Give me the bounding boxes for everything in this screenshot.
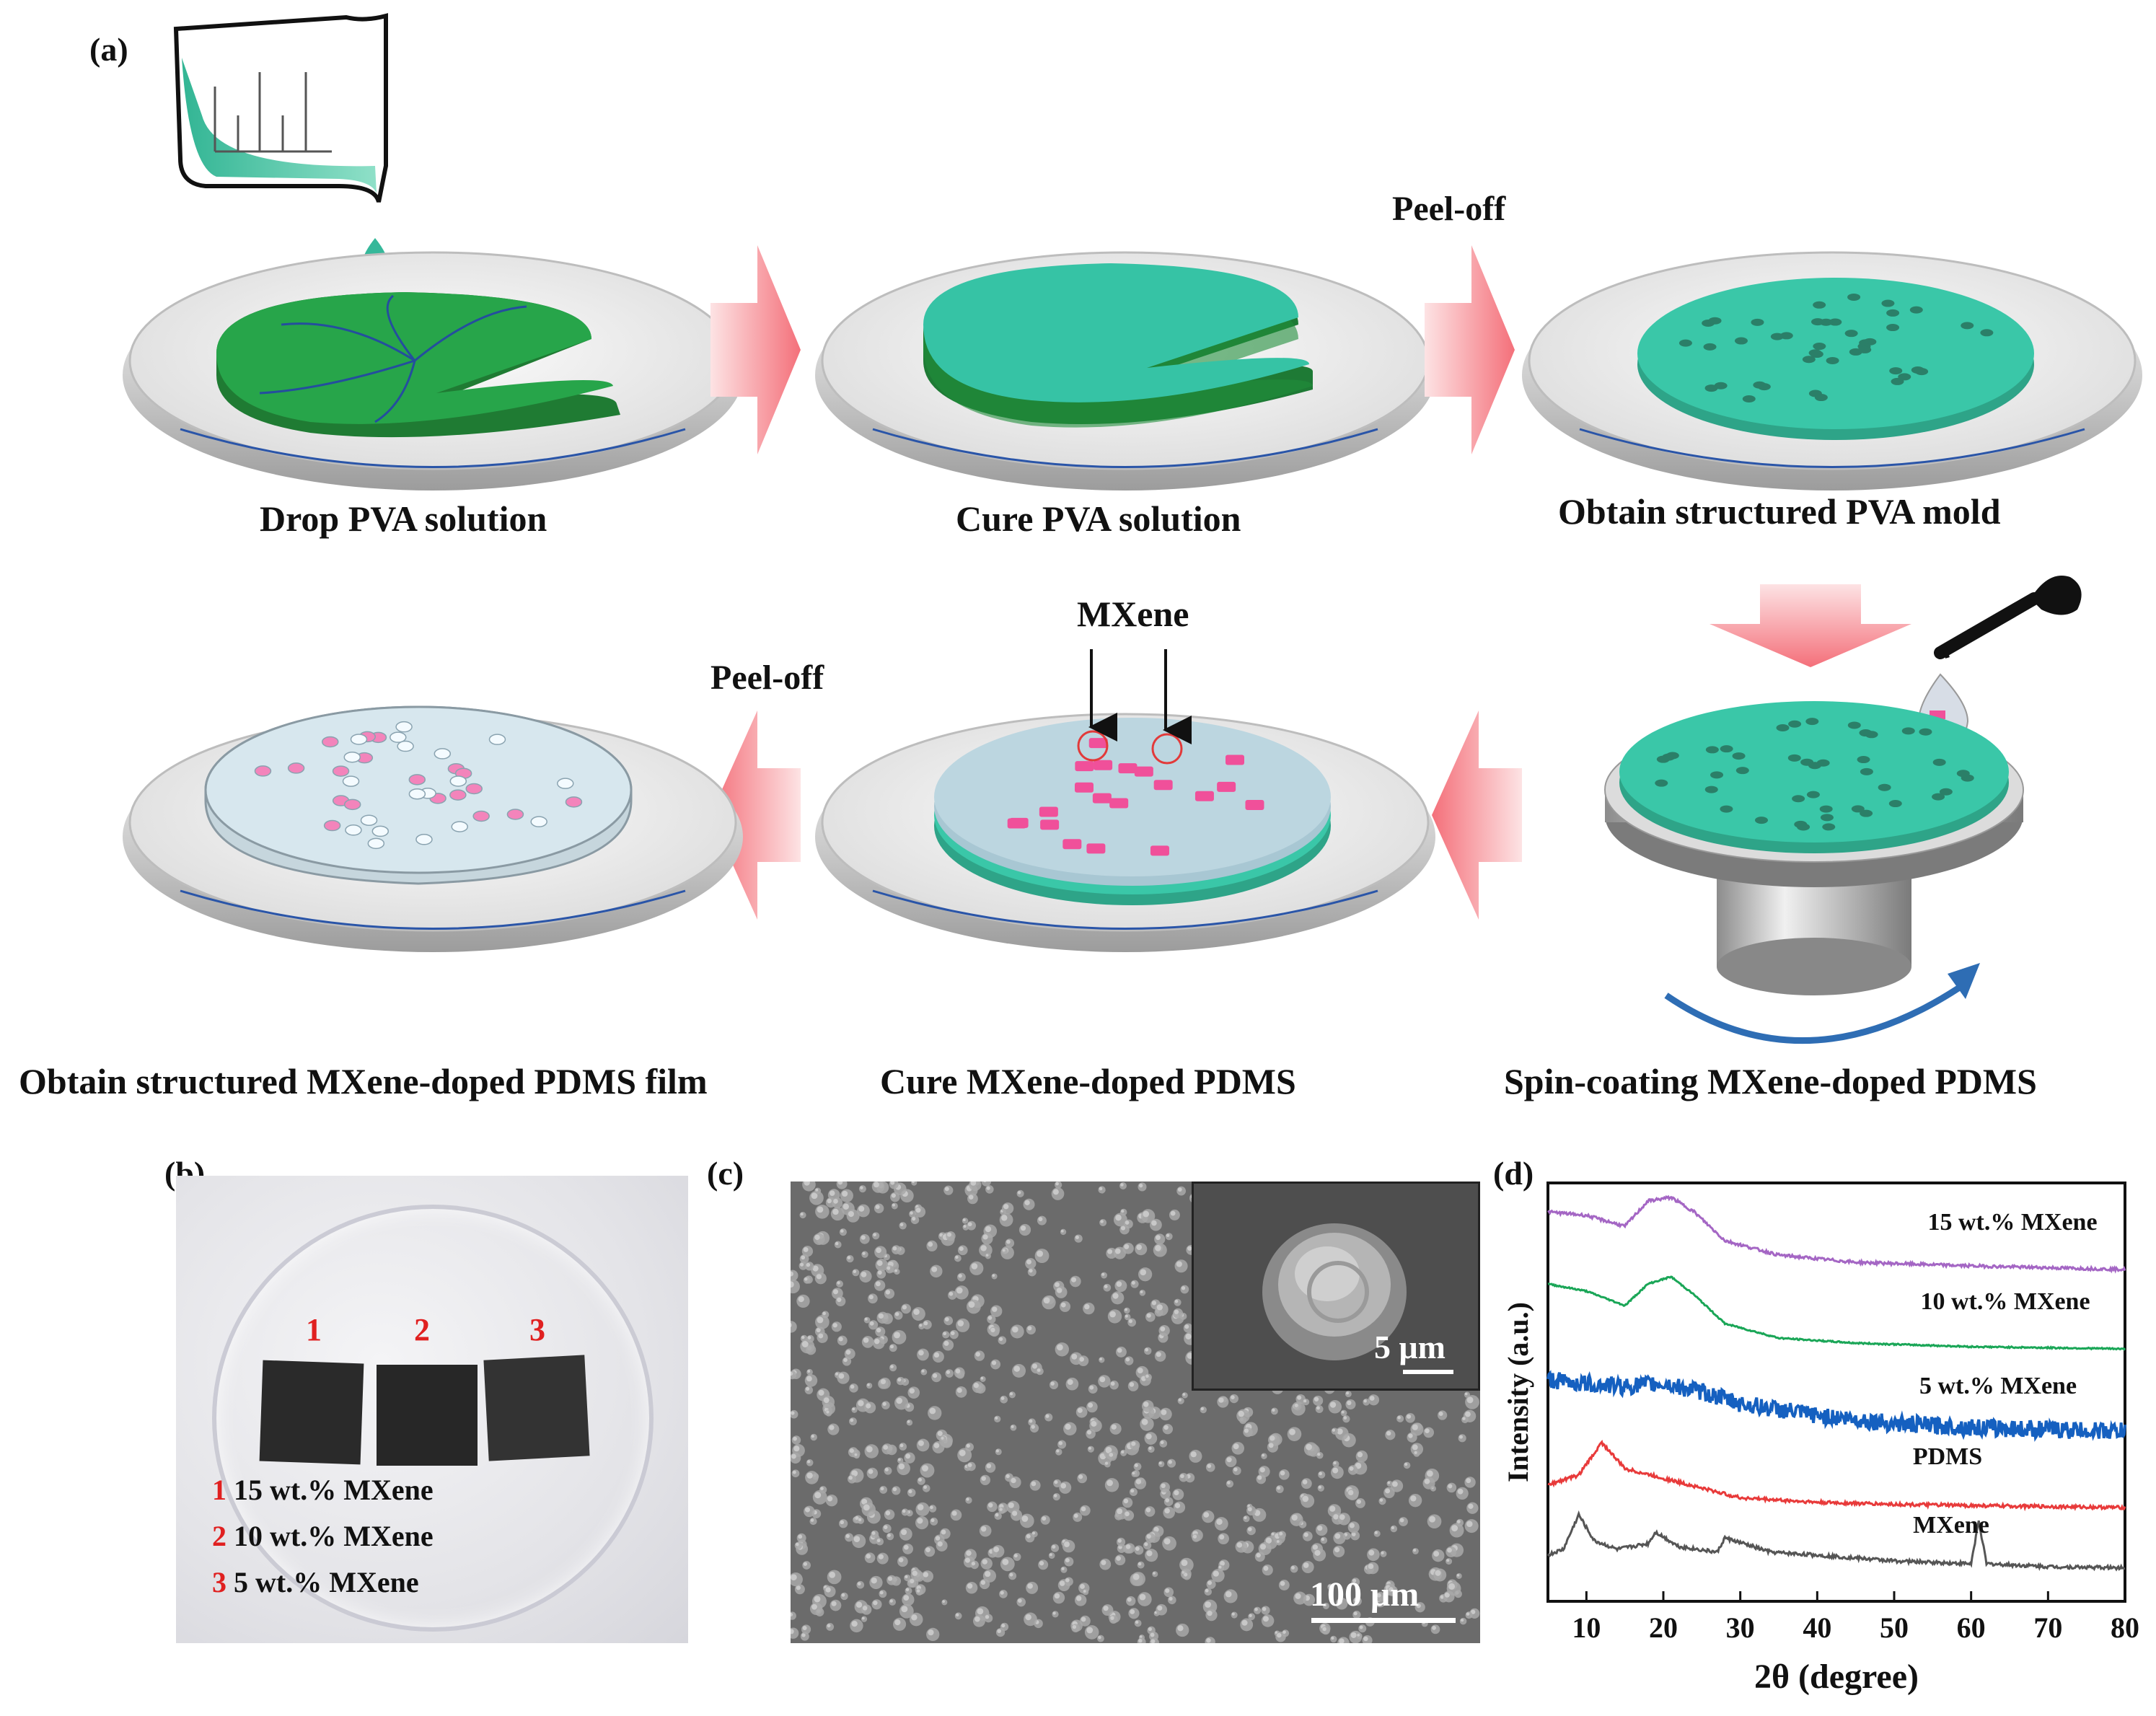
xrd-series-label-3: PDMS [1913,1443,1982,1470]
petri-dish-2 [815,251,1435,490]
panel-d-tag: (d) [1493,1155,1534,1192]
x-tick-label-10: 10 [1572,1611,1601,1644]
inset-scale-label: 5 μm [1374,1329,1446,1365]
step-label-obtain-film: Obtain structured MXene-doped PDMS film [19,1061,708,1101]
mxene-callout-label: MXene [1077,594,1189,634]
process-arrow-4 [710,710,801,920]
process-arrow-3 [1432,710,1522,920]
xrd-series-4 [1546,1510,2126,1572]
step-label-spin-coating: Spin-coating MXene-doped PDMS [1504,1061,2037,1101]
x-tick-label-50: 50 [1880,1611,1909,1644]
xrd-series-label-2: 5 wt.% MXene [1919,1373,2077,1399]
x-tick-label-20: 20 [1649,1611,1678,1644]
legend-row-1: 1 15 wt.% MXene [212,1473,434,1507]
sem-inset-bump [1262,1223,1407,1360]
xrd-y-axis-label: Intensity (a.u.) [1502,1302,1534,1482]
peel-off-label-bottom: Peel-off [710,659,824,697]
rotation-arrow-icon [1664,985,1961,1044]
petri-dish-1 [123,251,743,490]
x-tick-label-80: 80 [2111,1611,2139,1644]
petri-dish-3 [1522,251,2142,490]
sample-number-2: 2 [414,1312,430,1347]
sample-number-3: 3 [529,1312,545,1347]
petri-dish-5 [815,649,1435,952]
xrd-series-0 [1547,1194,2126,1274]
sample-film-2 [377,1365,478,1466]
petri-dish-outline [212,1205,654,1632]
dropper-icon [1917,576,2082,744]
sem-image: 5 μm 100 μm [791,1182,1480,1643]
sample-film-1 [259,1360,364,1465]
xrd-series-1 [1547,1275,2126,1351]
panel-c-tag: (c) [707,1155,744,1192]
petri-dish-6 [123,705,743,952]
legend-num-1: 1 [212,1474,226,1506]
sample-photo: 1 2 3 1 15 wt.% MXene 2 10 wt.% MXene 3 … [176,1176,688,1643]
legend-row-2: 2 10 wt.% MXene [212,1519,434,1553]
main-scale-label: 100 μm [1310,1575,1420,1614]
legend-text-3: 5 wt.% MXene [234,1566,419,1598]
x-tick-label-30: 30 [1726,1611,1755,1644]
step-label-drop-pva: Drop PVA solution [260,498,547,539]
x-tick-label-40: 40 [1803,1611,1831,1644]
legend-num-2: 2 [212,1520,226,1552]
legend-text-1: 15 wt.% MXene [234,1474,434,1506]
panel-a-tag: (a) [89,31,128,68]
xrd-x-axis-label: 2θ (degree) [1754,1658,1919,1696]
beaker-icon [173,13,389,278]
x-tick-label-70: 70 [2033,1611,2062,1644]
process-arrow-1 [710,245,801,454]
xrd-series-2 [1546,1370,2126,1443]
xrd-series-label-4: MXene [1913,1512,1989,1539]
legend-num-3: 3 [212,1566,226,1598]
xrd-plot-frame [1546,1182,2126,1603]
xrd-series-label-0: 15 wt.% MXene [1927,1209,2097,1236]
main-scale-bar [1311,1618,1456,1623]
peel-off-label-top: Peel-off [1392,190,1506,228]
process-arrow-2 [1425,245,1515,454]
x-tick-label-60: 60 [1957,1611,1986,1644]
legend-text-2: 10 wt.% MXene [234,1520,434,1552]
step-label-obtain-pva-mold: Obtain structured PVA mold [1558,491,2001,532]
xrd-series-labels: 15 wt.% MXene 10 wt.% MXene 5 wt.% MXene PD… [1913,1209,2098,1539]
step-label-cure-mxene-pdms: Cure MXene-doped PDMS [880,1061,1296,1101]
process-arrow-down [1710,584,1911,667]
inset-scale-bar [1403,1370,1453,1374]
xrd-series-label-1: 10 wt.% MXene [1920,1288,2090,1315]
sample-number-1: 1 [306,1312,322,1347]
spin-coater [1604,701,2024,1044]
xrd-series-3 [1547,1440,2126,1512]
sample-film-3 [483,1355,590,1461]
step-label-cure-pva: Cure PVA solution [956,498,1241,539]
xrd-x-ticks: 10 20 30 40 50 60 70 80 [1572,1591,2139,1644]
legend-row-3: 3 5 wt.% MXene [212,1565,419,1599]
sem-inset: 5 μm [1192,1182,1480,1391]
xrd-chart: 10 20 30 40 50 60 70 80 15 wt.% MXene 10 wt.% MX… [1502,1182,2139,1696]
xrd-series-lines [1546,1194,2126,1572]
